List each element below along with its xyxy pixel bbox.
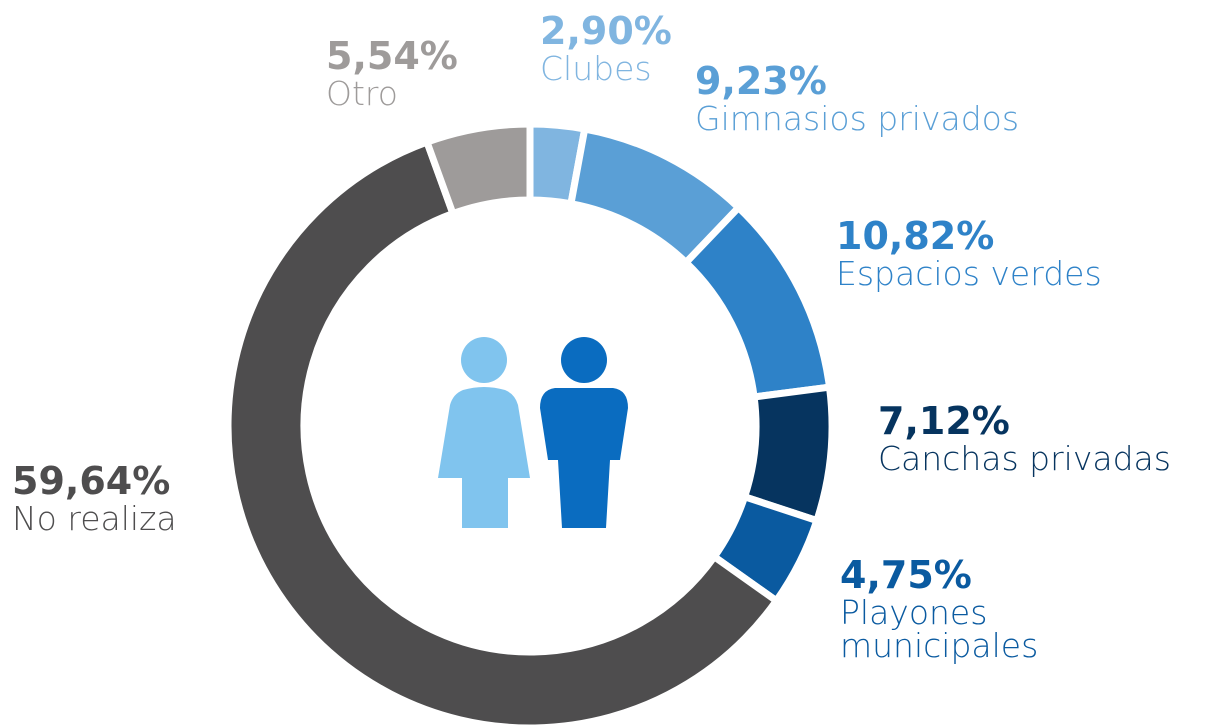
- value-label: 9,23%: [695, 59, 827, 103]
- slice-label: 2,90% Clubes: [540, 12, 672, 85]
- category-label: No realiza: [12, 499, 177, 538]
- value-label: 10,82%: [836, 214, 995, 258]
- category-label: Clubes: [540, 49, 652, 88]
- slice-label: 10,82% Espacios verdes: [836, 217, 1102, 290]
- value-label: 7,12%: [878, 399, 1010, 443]
- slice-label: 4,75% Playones municipales: [840, 556, 1080, 662]
- category-label: Canchas privadas: [878, 439, 1171, 478]
- category-label: Espacios verdes: [836, 254, 1102, 293]
- slices: [224, 120, 836, 726]
- slice-label: 59,64% No realiza: [12, 462, 177, 535]
- slice: [681, 202, 834, 401]
- people-icon: [438, 337, 628, 528]
- slice-label: 9,23% Gimnasios privados: [695, 62, 1019, 135]
- category-label: Otro: [326, 74, 398, 113]
- slice-label: 5,54% Otro: [326, 37, 458, 110]
- value-label: 5,54%: [326, 34, 458, 78]
- slice: [422, 120, 534, 219]
- slice: [224, 137, 782, 726]
- slice-label: 7,12% Canchas privadas: [878, 402, 1171, 475]
- category-label: Gimnasios privados: [695, 99, 1020, 138]
- category-label: Playones municipales: [840, 593, 1039, 665]
- value-label: 4,75%: [840, 553, 972, 597]
- value-label: 2,90%: [540, 9, 672, 53]
- value-label: 59,64%: [12, 459, 171, 503]
